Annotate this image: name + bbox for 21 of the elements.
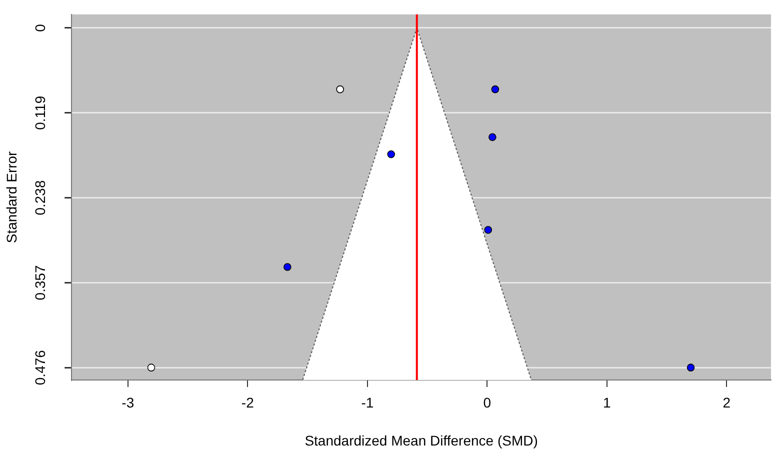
y-tick-label: 0.119 xyxy=(32,96,48,130)
y-tick-label: 0.238 xyxy=(32,180,48,216)
point xyxy=(147,364,156,372)
point xyxy=(488,133,496,142)
x-tick-label: -3 xyxy=(122,394,134,410)
point xyxy=(387,150,396,158)
x-tick-label: -2 xyxy=(241,394,254,410)
point xyxy=(491,85,500,94)
x-tick-label: 2 xyxy=(722,394,731,410)
y-axis-title: Standard Error xyxy=(3,150,20,244)
y-tick-label: 0 xyxy=(32,24,48,32)
point xyxy=(686,364,695,372)
x-axis-title: Standardized Mean Difference (SMD) xyxy=(304,432,538,448)
y-tick-label: 0.357 xyxy=(32,264,48,300)
point xyxy=(284,263,292,271)
x-tick-label: 1 xyxy=(603,394,612,410)
point xyxy=(336,85,344,94)
y-tick-label: 0.476 xyxy=(32,350,48,386)
x-tick-label: 0 xyxy=(483,394,492,410)
x-tick-label: -1 xyxy=(361,394,374,410)
point xyxy=(484,226,492,234)
